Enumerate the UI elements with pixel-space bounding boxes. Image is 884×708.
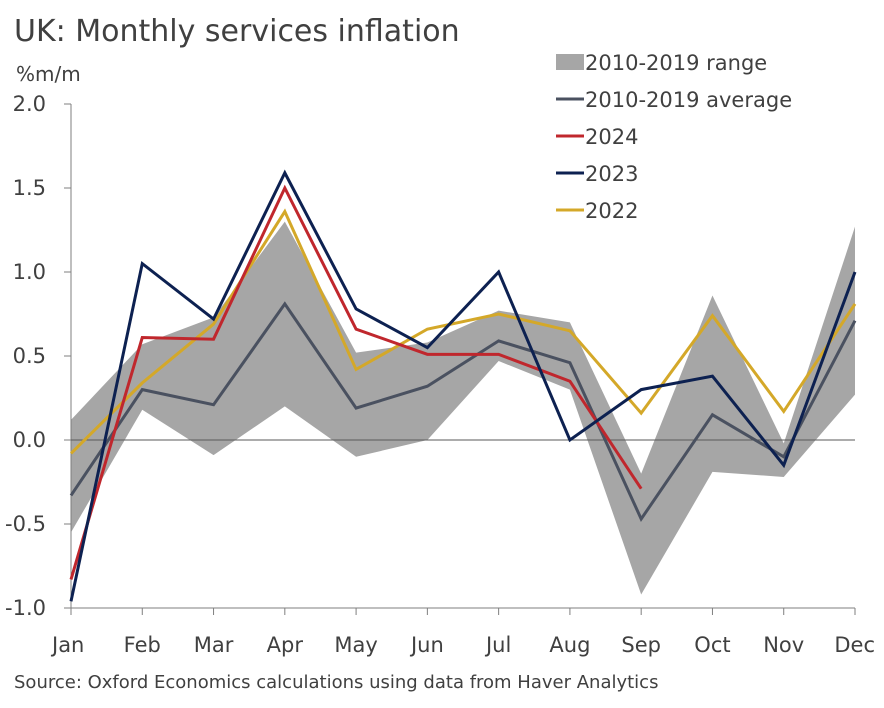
x-tick-label-aug: Aug: [549, 633, 590, 657]
x-tick-label-apr: Apr: [267, 633, 304, 657]
series-line-2023: [69, 169, 857, 602]
x-tick-label-jun: Jun: [409, 633, 444, 657]
range-band-layer: [71, 221, 855, 595]
legend-label-2023: 2023: [585, 162, 638, 186]
series-line-2022: [69, 208, 857, 455]
x-tick-label-dec: Dec: [834, 633, 875, 657]
x-tick-label-oct: Oct: [694, 633, 730, 657]
x-tick-label-nov: Nov: [763, 633, 804, 657]
series-line-2010-2019-average: [69, 301, 857, 522]
y-tick-label: 0.5: [13, 344, 46, 368]
x-tick-label-sep: Sep: [621, 633, 661, 657]
y-tick-label: -0.5: [5, 512, 46, 536]
y-axis-unit-label: %m/m: [16, 62, 81, 86]
axes-layer: -1.0 -0.5 0.0 0.5 1.0 1.5 2.0 %m/m Jan Feb Mar Apr M…: [5, 62, 875, 657]
x-tick-label-feb: Feb: [124, 633, 161, 657]
y-tick-label: 1.5: [13, 176, 46, 200]
series-line-2024: [69, 184, 643, 580]
chart-title: UK: Monthly services inflation: [14, 14, 460, 49]
y-tick-label: 0.0: [13, 428, 46, 452]
y-tick-label: -1.0: [5, 596, 46, 620]
x-tick-label-jan: Jan: [50, 633, 84, 657]
legend: 2010-2019 range 2010-2019 average 2024 2023…: [556, 51, 792, 223]
legend-swatch-2010-2019-range: [556, 54, 584, 70]
legend-label-2010-2019-range: 2010-2019 range: [585, 51, 767, 75]
y-tick-label: 1.0: [13, 260, 46, 284]
series-lines-layer: [69, 169, 857, 602]
x-tick-label-jul: Jul: [484, 633, 511, 657]
legend-label-2010-2019-average: 2010-2019 average: [585, 88, 792, 112]
x-tick-label-mar: Mar: [194, 633, 234, 657]
range-band: [71, 221, 855, 595]
y-tick-label: 2.0: [13, 92, 46, 116]
source-note: Source: Oxford Economics calculations us…: [14, 672, 659, 693]
legend-label-2022: 2022: [585, 199, 638, 223]
legend-label-2024: 2024: [585, 125, 638, 149]
x-tick-label-may: May: [334, 633, 377, 657]
